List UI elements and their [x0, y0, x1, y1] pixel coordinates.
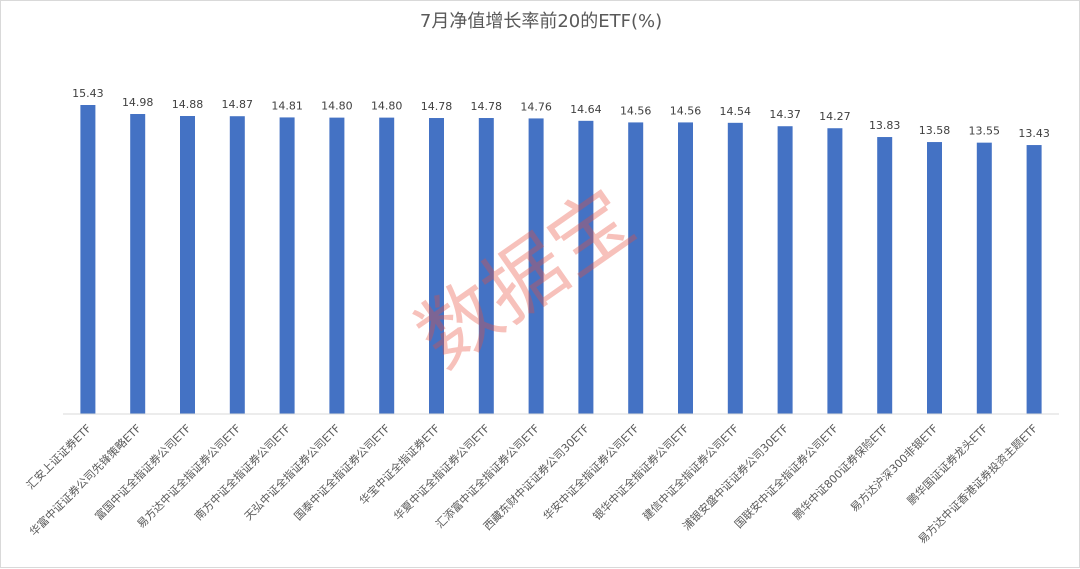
x-tick-label: 西藏东财中证证券公司30ETF: [480, 421, 592, 533]
bar: [130, 114, 146, 414]
data-label: 14.87: [222, 98, 254, 111]
bar: [827, 128, 843, 414]
bar: [877, 137, 893, 415]
data-label: 14.78: [471, 100, 503, 113]
bar: [279, 117, 295, 415]
bar: [777, 126, 793, 414]
bar: [379, 117, 395, 415]
data-label: 14.64: [570, 103, 602, 116]
x-tick-label: 华安中证全指证券公司ETF: [540, 421, 642, 523]
bar: [528, 118, 544, 415]
x-tick-label: 华宝中证全指证券ETF: [356, 421, 442, 507]
x-tick-label: 易方达中证全指证券公司ETF: [134, 421, 244, 531]
data-label: 14.80: [321, 100, 353, 113]
x-tick-label: 鹏华国证证券龙头ETF: [904, 421, 990, 507]
data-label: 14.78: [421, 100, 453, 113]
x-tick-label: 汇添富中证全指证券公司ETF: [433, 421, 543, 531]
bar: [478, 118, 494, 415]
data-label: 14.56: [620, 104, 652, 117]
bar: [229, 116, 245, 415]
x-tick-label: 富国中证全指证券公司ETF: [92, 421, 194, 523]
data-label: 13.83: [869, 119, 901, 132]
data-label: 13.55: [969, 125, 1001, 138]
data-label: 14.88: [172, 98, 204, 111]
data-label: 14.98: [122, 96, 154, 109]
data-label: 14.56: [670, 104, 702, 117]
bar: [180, 116, 195, 414]
x-tick-label: 易方达沪深300非银ETF: [847, 421, 940, 514]
data-label: 14.54: [720, 105, 752, 118]
bar: [1026, 145, 1042, 415]
bar: [678, 122, 693, 415]
x-tick-labels-group: 汇安上证证券ETF华富中证证券公司先锋策略ETF富国中证全指证券公司ETF易方达…: [23, 421, 1040, 546]
x-tick-label: 建信中证全指证券公司ETF: [640, 421, 742, 523]
data-label: 14.27: [819, 110, 851, 123]
bar: [628, 122, 644, 415]
x-tick-label: 华夏中证全指证券公司ETF: [391, 421, 493, 523]
data-label: 13.58: [919, 124, 951, 137]
x-tick-label: 鹏华中证800证券保险ETF: [790, 421, 891, 522]
bars-group: [80, 105, 1042, 415]
x-tick-label: 国泰中证全指证券公司ETF: [291, 421, 393, 523]
bar: [80, 105, 96, 414]
bar: [578, 120, 594, 414]
x-tick-label: 国联安中证全指证券公司ETF: [731, 421, 841, 531]
bar: [927, 142, 942, 415]
data-label: 14.76: [520, 100, 552, 113]
chart-title: 7月净值增长率前20的ETF(%): [420, 11, 662, 32]
data-labels-group: 15.43 14.98 14.88 14.87 14.81 14.80 14.80 14.78…: [72, 87, 1050, 140]
data-label: 13.43: [1018, 127, 1050, 140]
x-tick-label: 南方中证全指证券公司ETF: [191, 421, 293, 523]
bar: [976, 142, 992, 414]
data-label: 14.37: [769, 108, 801, 121]
x-tick-label: 浦银安盛中证证券公司30ETF: [679, 421, 791, 533]
data-label: 14.81: [271, 99, 303, 112]
x-tick-label: 天弘中证全指证券公司ETF: [241, 421, 343, 523]
data-label: 14.80: [371, 100, 403, 113]
bar: [727, 122, 743, 414]
bar: [429, 118, 444, 415]
data-label: 15.43: [72, 87, 104, 100]
x-tick-label: 银华中证全指证券公司ETF: [590, 421, 692, 523]
bar: [329, 117, 345, 415]
